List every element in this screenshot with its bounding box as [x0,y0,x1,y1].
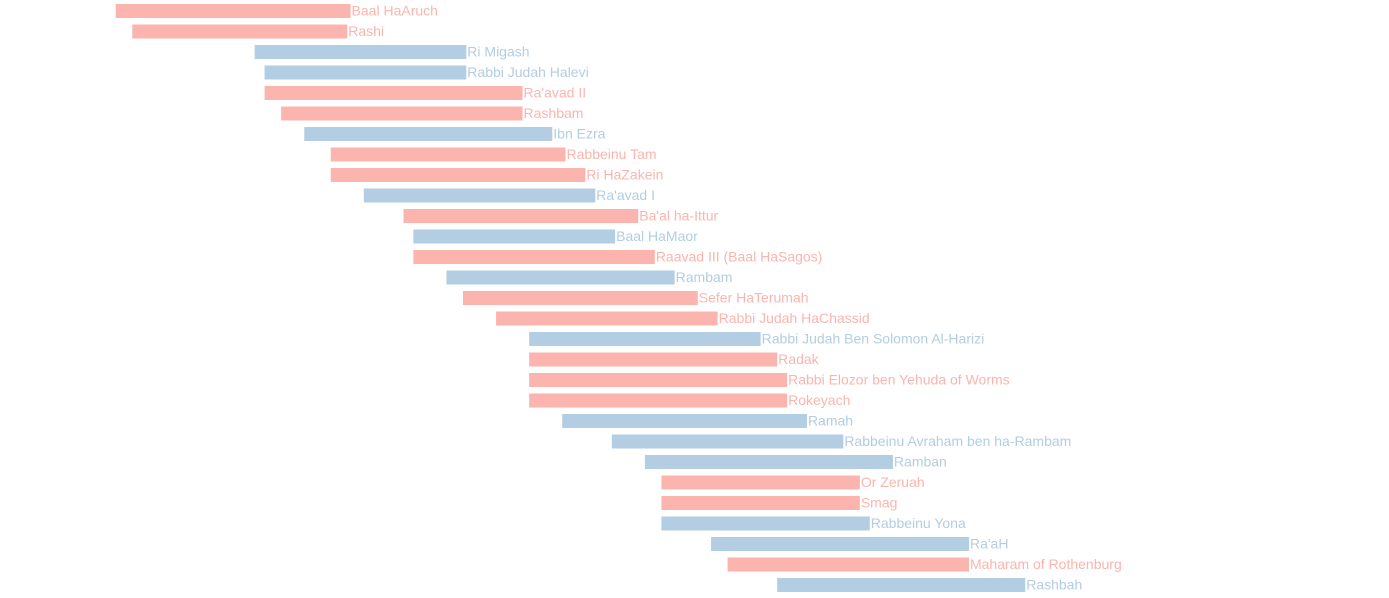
bar-label: Ri HaZakein [586,167,663,183]
bar-label: Ramban [894,454,947,470]
bar [644,455,893,469]
bar-row: Sefer HaTerumah [463,290,809,306]
bar [304,127,553,141]
bar [661,475,860,490]
bar-row: Smag [661,495,897,511]
bar [529,393,788,408]
bar-row: Ra'avad I [363,187,655,203]
bar-label: Smag [861,495,898,511]
bar-label: Rashbah [1026,577,1082,593]
bar [403,209,639,223]
bar-label: Rabbi Judah HaChassid [719,310,870,326]
bar-label: Ibn Ezra [553,126,605,142]
bar-label: Baal HaAruch [352,3,438,19]
bar [529,352,778,367]
bar [562,414,807,428]
bar [611,434,844,449]
bar-row: Ba'al ha-Ittur [403,208,719,224]
bar-label: Rabbeinu Yona [871,515,966,531]
bar [281,106,523,121]
bar-row: Raavad III (Baal HaSagos) [413,249,822,265]
bar-label: Ramah [808,413,853,429]
bar [529,373,788,387]
bar [661,496,860,510]
bar-label: Raavad III (Baal HaSagos) [656,249,823,265]
bar-label: Ra'aH [970,536,1008,552]
bar [529,332,761,346]
bar-label: Sefer HaTerumah [699,290,809,306]
bar-row: Rabbeinu Avraham ben ha-Rambam [611,433,1071,449]
bar-row: Rabbeinu Tam [330,146,657,162]
bar-row: Or Zeruah [661,474,925,490]
bar-row: Rabbi Judah Halevi [264,64,589,80]
bar [661,516,870,531]
bar [777,578,1026,592]
bar-row: Maharam of Rothenburg [727,556,1122,572]
bar-row: Baal HaAruch [115,3,438,19]
bar [254,45,467,59]
bar-row: Radak [529,351,820,367]
bar-label: Ri Migash [467,44,529,60]
bar-label: Rabbi Judah Ben Solomon Al-Harizi [762,331,985,347]
bar-row: Rabbi Judah HaChassid [496,310,870,326]
bar [330,168,586,182]
bar-row: Ri Migash [254,44,530,60]
bar-label: Or Zeruah [861,474,925,490]
bar-label: Rabbi Judah Halevi [467,64,588,80]
bar [413,250,655,264]
bar-row: Rashbah [777,577,1082,593]
bar-label: Rabbeinu Avraham ben ha-Rambam [844,433,1071,449]
bar-label: Radak [778,351,819,367]
bar-row: Rokeyach [529,392,850,408]
bar-row: Rabbi Elozor ben Yehuda of Worms [529,372,1010,388]
bar-row: Ramah [562,413,853,429]
bar-label: Baal HaMaor [616,228,698,244]
bar [727,557,969,572]
bar [264,65,467,80]
bar-label: Rashbam [524,105,584,121]
bar-row: Rambam [446,269,732,285]
bar-label: Rashi [348,23,384,39]
bar-row: Ra'aH [711,536,1008,552]
bar-label: Rambam [676,269,733,285]
bar-row: Ra'avad II [264,85,587,101]
bar [413,229,616,244]
bar-label: Maharam of Rothenburg [970,556,1122,572]
bar-row: Rabbi Judah Ben Solomon Al-Harizi [529,331,984,347]
bar [711,537,969,551]
bar [496,311,718,326]
bar-row: Baal HaMaor [413,228,698,244]
bar [463,291,698,305]
bar [363,188,596,203]
bar-label: Ra'avad II [524,85,587,101]
bar-row: Rashi [132,23,384,39]
bar-label: Rabbi Elozor ben Yehuda of Worms [788,372,1010,388]
bar [330,147,566,162]
bar [115,4,351,18]
bar-row: Rashbam [281,105,583,121]
bar [132,24,348,39]
bar-row: Ri HaZakein [330,167,663,183]
bar-label: Ra'avad I [596,187,655,203]
bar-row: Rabbeinu Yona [661,515,966,531]
bar-row: Ibn Ezra [304,126,606,142]
bar [264,86,523,100]
bar-label: Rokeyach [788,392,850,408]
bar-label: Rabbeinu Tam [567,146,657,162]
bar-row: Ramban [644,454,947,470]
bar-label: Ba'al ha-Ittur [639,208,718,224]
bar [446,270,675,285]
